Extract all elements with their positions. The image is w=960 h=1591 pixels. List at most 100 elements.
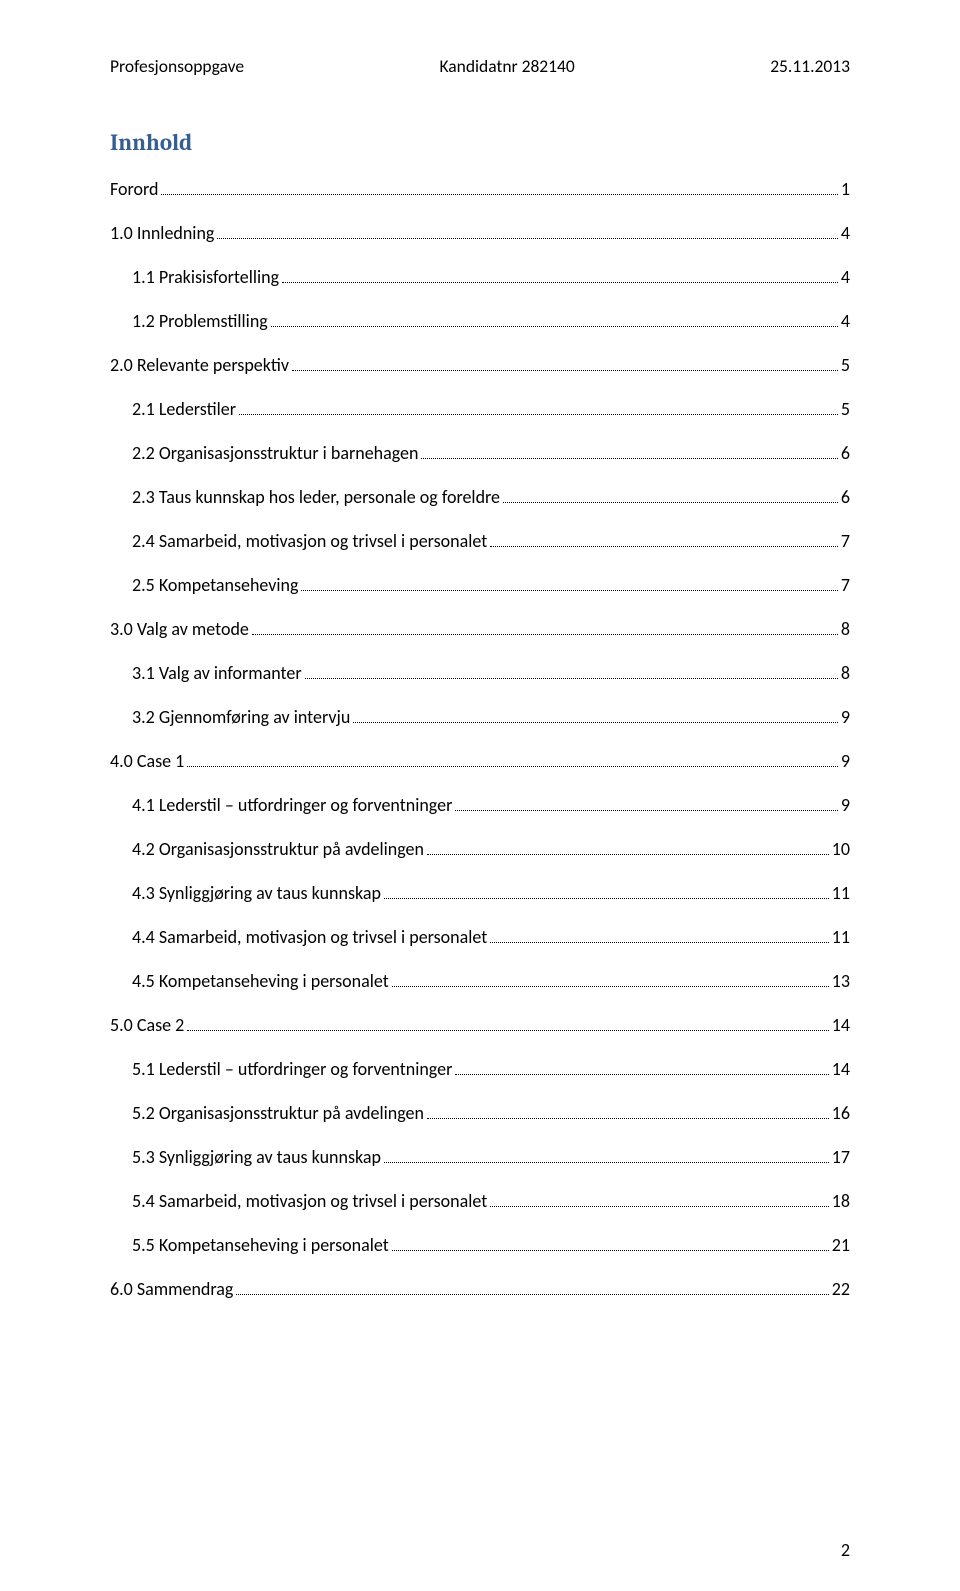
toc-entry: 2.2 Organisasjonsstruktur i barnehagen 6 (110, 442, 850, 464)
toc-entry: 2.3 Taus kunnskap hos leder, personale o… (110, 486, 850, 508)
toc-leader-dots (455, 810, 838, 811)
toc-entry: 5.4 Samarbeid, motivasjon og trivsel i p… (110, 1190, 850, 1212)
toc-entry-page: 7 (841, 530, 850, 552)
toc-entry-label: 4.5 Kompetanseheving i personalet (132, 970, 389, 992)
toc-entry: 4.4 Samarbeid, motivasjon og trivsel i p… (110, 926, 850, 948)
toc-entry-label: 1.2 Problemstilling (132, 310, 268, 332)
toc-leader-dots (490, 546, 838, 547)
toc-entry-page: 4 (841, 310, 850, 332)
toc-entry: 4.0 Case 1 9 (110, 750, 850, 772)
toc-entry-page: 21 (832, 1234, 850, 1256)
toc-entry-label: 1.0 Innledning (110, 222, 214, 244)
toc-entry: 5.1 Lederstil – utfordringer og forventn… (110, 1058, 850, 1080)
toc-entry-page: 16 (832, 1102, 850, 1124)
toc-entry-label: 2.2 Organisasjonsstruktur i barnehagen (132, 442, 418, 464)
page-header: Profesjonsoppgave Kandidatnr 282140 25.1… (110, 55, 850, 77)
toc-entry-label: 3.0 Valg av metode (110, 618, 249, 640)
toc-leader-dots (392, 986, 829, 987)
toc-entry: 3.1 Valg av informanter 8 (110, 662, 850, 684)
header-right: 25.11.2013 (770, 55, 850, 77)
toc-entry-label: 2.1 Lederstiler (132, 398, 236, 420)
toc-entry-page: 22 (832, 1278, 850, 1300)
toc-entry-page: 7 (841, 574, 850, 596)
toc-entry-label: 2.0 Relevante perspektiv (110, 354, 289, 376)
toc-leader-dots (490, 1206, 828, 1207)
toc-entry-page: 5 (841, 354, 850, 376)
toc-leader-dots (421, 458, 837, 459)
toc-entry: 2.0 Relevante perspektiv 5 (110, 354, 850, 376)
toc-entry: 1.2 Problemstilling 4 (110, 310, 850, 332)
toc-entry-page: 9 (841, 706, 850, 728)
toc-entry-page: 9 (841, 794, 850, 816)
toc-entry: 4.1 Lederstil – utfordringer og forventn… (110, 794, 850, 816)
toc-entry: 5.2 Organisasjonsstruktur på avdelingen 1… (110, 1102, 850, 1124)
toc-entry-label: 3.1 Valg av informanter (132, 662, 302, 684)
toc-entry-label: 4.0 Case 1 (110, 750, 184, 772)
toc-title: Innhold (110, 129, 850, 156)
header-left: Profesjonsoppgave (110, 55, 244, 77)
toc-entry-label: 5.4 Samarbeid, motivasjon og trivsel i p… (132, 1190, 487, 1212)
toc-entry: Forord 1 (110, 178, 850, 200)
toc-entry-page: 13 (832, 970, 850, 992)
toc-entry-label: 2.5 Kompetanseheving (132, 574, 298, 596)
toc-leader-dots (455, 1074, 828, 1075)
toc-leader-dots (187, 1030, 828, 1031)
toc-leader-dots (161, 194, 837, 195)
toc-leader-dots (217, 238, 838, 239)
toc-leader-dots (282, 282, 838, 283)
toc-entry-label: Forord (110, 178, 158, 200)
toc-entry-page: 8 (841, 662, 850, 684)
page-number: 2 (841, 1539, 850, 1561)
toc-entry: 1.0 Innledning 4 (110, 222, 850, 244)
toc-entry-page: 11 (832, 926, 850, 948)
toc-leader-dots (305, 678, 838, 679)
toc-entry-page: 4 (841, 222, 850, 244)
toc-leader-dots (239, 414, 838, 415)
toc-entry-page: 6 (841, 442, 850, 464)
toc-entry-label: 4.1 Lederstil – utfordringer og forventn… (132, 794, 452, 816)
toc-entry: 3.2 Gjennomføring av intervju9 (110, 706, 850, 728)
toc-entry-label: 5.0 Case 2 (110, 1014, 184, 1036)
toc-entry: 4.2 Organisasjonsstruktur på avdelingen 1… (110, 838, 850, 860)
toc-leader-dots (252, 634, 838, 635)
toc-entry: 4.3 Synliggjøring av taus kunnskap 11 (110, 882, 850, 904)
toc-entry-label: 4.4 Samarbeid, motivasjon og trivsel i p… (132, 926, 487, 948)
toc-entry-page: 1 (841, 178, 850, 200)
table-of-contents: Forord11.0 Innledning41.1 Prakisisfortel… (110, 178, 850, 1300)
toc-entry-page: 17 (832, 1146, 850, 1168)
toc-leader-dots (503, 502, 838, 503)
toc-entry: 2.4 Samarbeid, motivasjon og trivsel i p… (110, 530, 850, 552)
toc-leader-dots (384, 898, 829, 899)
toc-leader-dots (301, 590, 837, 591)
toc-entry-page: 14 (832, 1014, 850, 1036)
toc-entry-page: 5 (841, 398, 850, 420)
toc-entry-page: 6 (841, 486, 850, 508)
toc-entry: 5.5 Kompetanseheving i personalet 21 (110, 1234, 850, 1256)
toc-entry-page: 9 (841, 750, 850, 772)
toc-entry: 5.0 Case 2 14 (110, 1014, 850, 1036)
toc-entry: 1.1 Prakisisfortelling4 (110, 266, 850, 288)
toc-entry: 2.5 Kompetanseheving 7 (110, 574, 850, 596)
toc-entry-label: 5.2 Organisasjonsstruktur på avdelingen (132, 1102, 424, 1124)
toc-leader-dots (427, 1118, 829, 1119)
toc-leader-dots (292, 370, 838, 371)
toc-leader-dots (187, 766, 838, 767)
toc-leader-dots (236, 1294, 828, 1295)
toc-leader-dots (384, 1162, 829, 1163)
toc-entry-label: 4.2 Organisasjonsstruktur på avdelingen (132, 838, 424, 860)
toc-entry-label: 5.5 Kompetanseheving i personalet (132, 1234, 389, 1256)
toc-entry-page: 18 (832, 1190, 850, 1212)
header-center: Kandidatnr 282140 (439, 55, 574, 77)
toc-entry-page: 11 (832, 882, 850, 904)
toc-entry-page: 10 (832, 838, 850, 860)
toc-entry: 3.0 Valg av metode8 (110, 618, 850, 640)
toc-entry-page: 4 (841, 266, 850, 288)
toc-entry-label: 2.4 Samarbeid, motivasjon og trivsel i p… (132, 530, 487, 552)
toc-entry-label: 5.1 Lederstil – utfordringer og forventn… (132, 1058, 452, 1080)
toc-entry: 2.1 Lederstiler 5 (110, 398, 850, 420)
toc-entry-label: 4.3 Synliggjøring av taus kunnskap (132, 882, 381, 904)
toc-entry-label: 2.3 Taus kunnskap hos leder, personale o… (132, 486, 500, 508)
toc-entry-label: 5.3 Synliggjøring av taus kunnskap (132, 1146, 381, 1168)
toc-entry: 6.0 Sammendrag22 (110, 1278, 850, 1300)
toc-entry: 4.5 Kompetanseheving i personalet 13 (110, 970, 850, 992)
